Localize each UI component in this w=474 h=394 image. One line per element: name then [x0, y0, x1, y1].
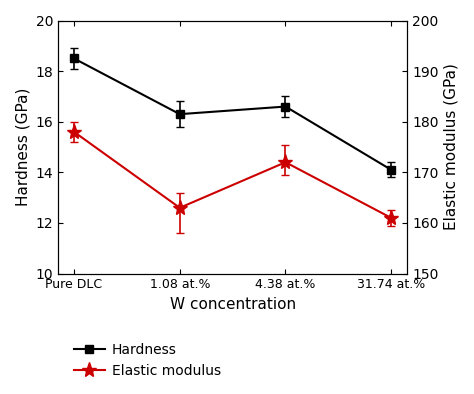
- Y-axis label: Hardness (GPa): Hardness (GPa): [15, 88, 30, 206]
- Legend: Hardness, Elastic modulus: Hardness, Elastic modulus: [69, 337, 226, 383]
- X-axis label: W concentration: W concentration: [170, 297, 296, 312]
- Y-axis label: Elastic modulus (GPa): Elastic modulus (GPa): [444, 63, 459, 230]
